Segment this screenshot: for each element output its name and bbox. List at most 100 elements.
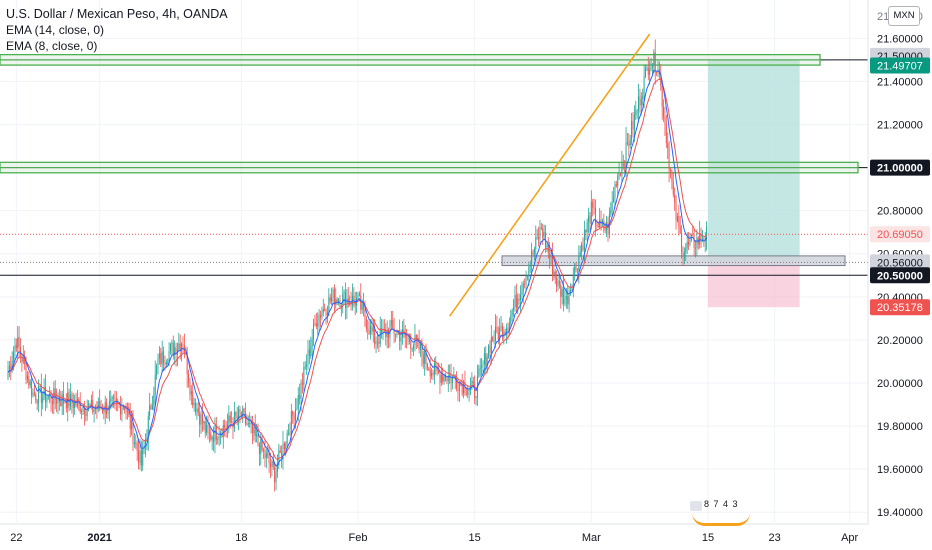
candle-body — [588, 215, 590, 222]
candle-body — [438, 371, 440, 373]
candle-body — [124, 407, 126, 411]
candle-body — [206, 424, 208, 433]
candle-body — [129, 415, 131, 430]
candle-body — [495, 326, 496, 341]
candle-body — [370, 325, 371, 335]
candle-body — [526, 276, 528, 278]
candle-body — [328, 297, 330, 313]
candle-body — [496, 326, 498, 333]
price-label: 20.35178 — [877, 302, 923, 314]
candle-body — [590, 201, 592, 224]
candle-body — [320, 315, 321, 318]
candle-body — [645, 68, 646, 77]
candle-body — [621, 163, 623, 176]
candle-body — [422, 354, 424, 364]
candle-body — [471, 380, 473, 386]
candle-body — [632, 121, 634, 130]
candle-body — [572, 276, 574, 291]
candle-body — [486, 356, 488, 367]
candle-body — [681, 232, 683, 253]
candle-body — [343, 291, 345, 295]
candle-body — [168, 351, 170, 363]
candle-body — [595, 208, 596, 225]
economic-events-badge[interactable]: 8 7 4 3 — [688, 497, 752, 527]
candle-body — [553, 271, 555, 275]
candle-body — [403, 329, 405, 332]
candle-body — [610, 209, 612, 214]
candle-body — [439, 372, 441, 383]
x-tick-label: Feb — [349, 532, 368, 544]
candle-body — [201, 413, 203, 424]
candle-body — [74, 401, 76, 408]
candle-body — [181, 343, 183, 351]
candle-body — [650, 66, 652, 70]
candle-body — [421, 344, 423, 355]
candle-body — [653, 52, 655, 66]
candle-body — [172, 342, 174, 356]
events-marker-icon — [692, 513, 750, 526]
candle-body — [26, 375, 28, 380]
candle-body — [11, 361, 13, 369]
candle-body — [392, 320, 394, 328]
candle-body — [626, 142, 628, 144]
candle-body — [475, 396, 477, 399]
candle-body — [683, 251, 685, 257]
candle-body — [189, 382, 191, 395]
candle-body — [145, 439, 146, 446]
candle-body — [256, 434, 258, 437]
candle-body — [131, 420, 133, 430]
candle-body — [407, 337, 409, 338]
candle-body — [468, 389, 470, 392]
candle-body — [443, 375, 445, 382]
candle-body — [54, 388, 56, 400]
candle-body — [333, 289, 335, 305]
candle-body — [243, 408, 245, 413]
price-label-tag — [870, 159, 930, 176]
y-tick-label: 20.20000 — [877, 335, 923, 347]
candle-body — [445, 375, 446, 380]
candle-body — [190, 391, 192, 395]
candle-body — [36, 400, 38, 404]
candle-body — [518, 298, 520, 301]
candle-body — [97, 401, 99, 410]
candle-body — [435, 363, 437, 367]
candle-body — [420, 344, 421, 350]
candle-body — [382, 328, 384, 334]
candle-body — [110, 399, 112, 402]
candle-body — [378, 341, 380, 344]
candle-body — [497, 332, 499, 340]
candle-body — [142, 449, 144, 466]
candle-body — [210, 433, 212, 440]
candle-body — [635, 111, 637, 115]
candle-body — [18, 337, 20, 348]
candle-body — [447, 375, 449, 381]
candle-body — [101, 408, 103, 412]
y-tick-label: 21.60000 — [877, 33, 923, 45]
loss-zone — [708, 262, 800, 308]
currency-badge[interactable]: MXN — [888, 6, 920, 26]
price-label-tag — [870, 57, 930, 74]
candle-body — [578, 255, 580, 271]
candle-body — [68, 392, 70, 407]
candle-body — [622, 163, 624, 166]
candle-body — [481, 365, 483, 368]
candle-body — [233, 412, 235, 429]
x-tick-label: 22 — [10, 532, 22, 544]
candle-body — [540, 227, 542, 229]
candle-body — [329, 297, 331, 302]
candle-body — [25, 363, 27, 380]
candle-body — [461, 384, 463, 394]
candle-body — [90, 400, 92, 406]
candle-body — [93, 409, 95, 413]
candle-body — [35, 394, 37, 401]
candle-body — [203, 421, 205, 424]
candle-body — [40, 385, 42, 403]
candle-body — [558, 280, 560, 285]
candle-body — [532, 251, 534, 255]
candle-body — [465, 393, 467, 395]
candle-body — [293, 415, 295, 421]
candle-body — [576, 269, 578, 271]
candle-body — [253, 426, 255, 434]
